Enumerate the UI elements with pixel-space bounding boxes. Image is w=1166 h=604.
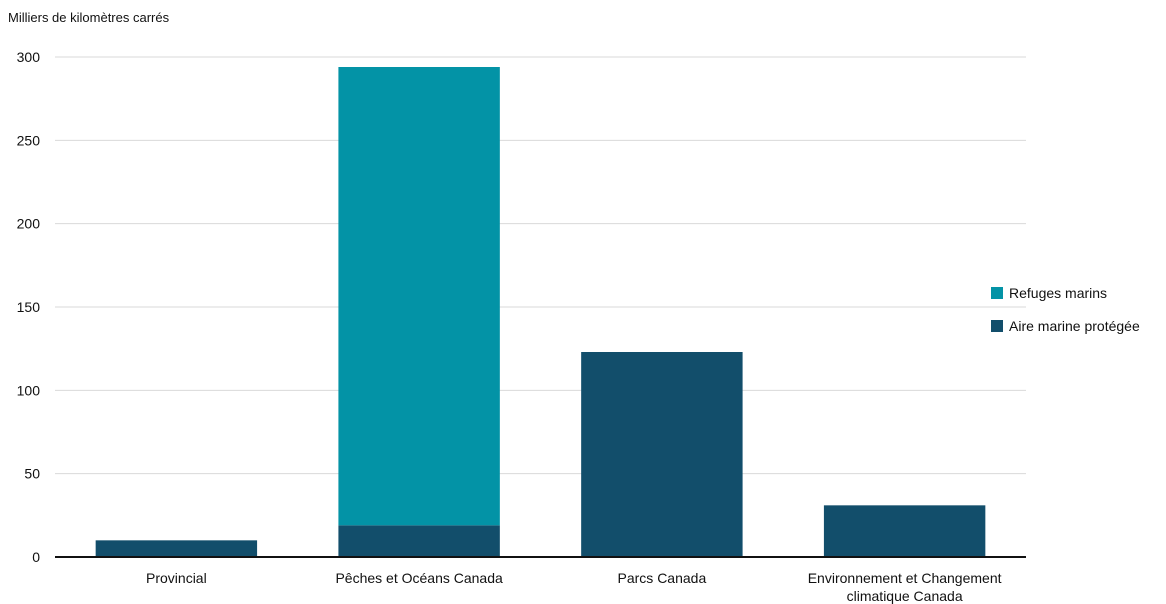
gridlines <box>55 56 1026 475</box>
bar <box>95 540 258 557</box>
y-tick-label: 300 <box>17 49 41 65</box>
x-tick-label: Environnement et Changement climatique Ca… <box>808 570 1002 604</box>
x-tick-label: Parcs Canada <box>618 570 707 586</box>
x-tick-labels: Provincial Pêches et Océans Canada Parcs C… <box>146 570 1002 604</box>
legend-label: Aire marine protégée <box>1009 318 1140 334</box>
bars <box>95 67 986 557</box>
bar <box>338 67 500 526</box>
x-tick-label: Provincial <box>146 570 207 586</box>
legend: Refuges marins Aire marine protégée <box>991 285 1140 334</box>
bar <box>338 525 500 557</box>
bar <box>581 352 743 557</box>
legend-swatch <box>991 320 1003 332</box>
y-tick-labels: 0 50 100 150 200 250 300 <box>17 49 41 565</box>
y-tick-label: 150 <box>17 299 41 315</box>
y-tick-label: 0 <box>32 549 40 565</box>
legend-label: Refuges marins <box>1009 285 1107 301</box>
y-axis-label: Milliers de kilomètres carrés <box>8 10 170 25</box>
y-tick-label: 200 <box>17 216 41 232</box>
y-tick-label: 250 <box>17 132 41 148</box>
bar <box>823 505 986 557</box>
legend-swatch <box>991 287 1003 299</box>
y-tick-label: 100 <box>17 382 41 398</box>
x-tick-label: Pêches et Océans Canada <box>335 570 503 586</box>
y-tick-label: 50 <box>24 466 40 482</box>
